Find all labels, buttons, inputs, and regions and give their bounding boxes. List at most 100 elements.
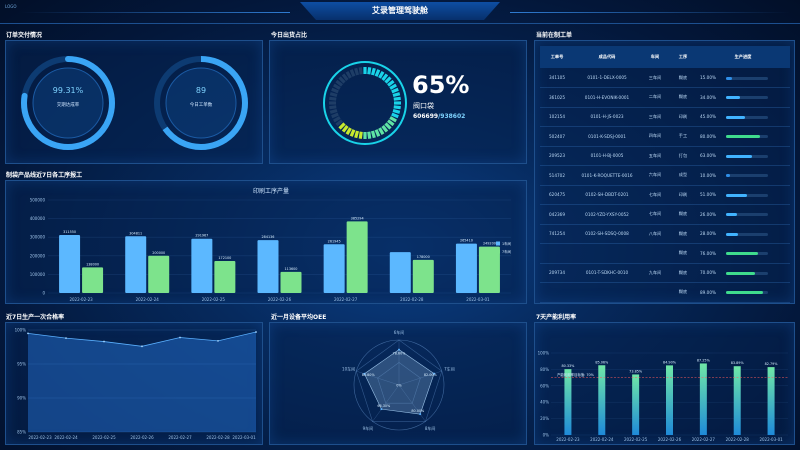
cell-proc: 糊底 bbox=[670, 204, 696, 225]
cell-shop: 七车间 bbox=[640, 185, 670, 205]
capacity-panel-title: 7天产能利用率 bbox=[536, 314, 577, 321]
gauge-tick bbox=[329, 92, 338, 98]
cell-code: 0102-SH-DBDT-0201 bbox=[574, 185, 640, 205]
cell-shop: 五车间 bbox=[640, 146, 670, 166]
cell-proc: 印刷 bbox=[670, 107, 696, 127]
table-row[interactable]: 361025 0101-H-EVONIK-0001 二车间 糊底 34.00% bbox=[540, 87, 790, 108]
header-line-left bbox=[20, 12, 290, 13]
capacity-value-label: 87.25% bbox=[697, 358, 711, 362]
table-row[interactable]: 209734 0101-T-SDKHC-0010 九车间 糊底 70.00% bbox=[540, 263, 790, 283]
bar-shop7 bbox=[82, 267, 104, 293]
progress-fill bbox=[726, 232, 738, 236]
cell-no: 620475 bbox=[540, 185, 574, 205]
table-row[interactable]: 糊底 76.00% bbox=[540, 243, 790, 264]
bar-value-label: 249200 bbox=[483, 242, 496, 246]
y-tick-label: 100% bbox=[15, 328, 27, 333]
shipment-panel: 65% 阀口袋 606699/938602 bbox=[269, 40, 527, 164]
gauge-tick bbox=[374, 69, 381, 77]
progress-fill bbox=[726, 291, 764, 295]
bar-value-label: 200000 bbox=[152, 251, 165, 255]
pass-rate-point bbox=[65, 337, 67, 340]
radar-axis-label: 6车间 bbox=[394, 329, 405, 335]
gauge-tick bbox=[370, 130, 376, 139]
progress-fill bbox=[726, 213, 737, 217]
radar-point bbox=[363, 372, 366, 375]
gauge-tick bbox=[335, 119, 343, 127]
gauge-tick bbox=[349, 129, 356, 137]
bar-shop1 bbox=[323, 244, 345, 293]
today-orders-value: 89 bbox=[195, 86, 207, 95]
cell-progress: 76.00% bbox=[696, 243, 790, 264]
y-tick-label: 100% bbox=[538, 351, 550, 356]
order-panel: 99.31% 交期达成率 89 今日工单数 bbox=[5, 40, 263, 164]
bar-shop7 bbox=[412, 259, 434, 293]
x-tick-label: 2022-02-25 bbox=[202, 297, 226, 302]
shipment-done: 606699 bbox=[413, 113, 439, 120]
col-header: 成品代码 bbox=[574, 46, 640, 68]
table-row[interactable]: 514702 0101-K-ROQUETTE-0016 六车间 成型 10.00% bbox=[540, 165, 790, 186]
bar-shop7 bbox=[214, 260, 236, 293]
progress-text: 15.00% bbox=[700, 75, 716, 80]
output-panel-title: 制袋产品线近7日各工序报工 bbox=[6, 172, 83, 179]
progress-bar bbox=[726, 174, 768, 178]
gauge-tick bbox=[381, 125, 389, 133]
col-header: 工序 bbox=[670, 46, 696, 68]
cell-shop bbox=[640, 243, 670, 264]
cell-progress: 28.00% bbox=[696, 224, 790, 244]
gauge-tick bbox=[392, 92, 401, 98]
progress-bar bbox=[726, 193, 768, 197]
cell-progress: 89.00% bbox=[696, 282, 790, 303]
gauge-tick bbox=[389, 116, 397, 123]
x-tick-label: 2022-03-01 bbox=[466, 297, 490, 302]
cell-progress: 45.00% bbox=[696, 107, 790, 127]
gauge-tick bbox=[331, 87, 339, 94]
cell-progress: 80.00% bbox=[696, 126, 790, 147]
table-row[interactable]: 糊底 89.00% bbox=[540, 282, 790, 303]
table-row[interactable]: 341105 0101-1-DELX-0005 三车间 糊底 15.00% bbox=[540, 68, 790, 88]
cell-shop: 六车间 bbox=[640, 165, 670, 186]
x-tick-label: 2022-02-27 bbox=[168, 435, 192, 440]
bar-shop1 bbox=[125, 236, 147, 293]
cell-no: 102154 bbox=[540, 107, 574, 127]
progress-fill bbox=[726, 76, 733, 80]
table-row[interactable]: 102154 0101-H-JS-0023 三车间 印刷 45.00% bbox=[540, 107, 790, 127]
gauge-tick bbox=[338, 122, 346, 130]
progress-text: 28.00% bbox=[700, 231, 716, 237]
gauge-tick bbox=[387, 119, 395, 127]
gauge-tick bbox=[354, 130, 360, 139]
bar-value-label: 138000 bbox=[86, 262, 99, 266]
progress-text: 80.00% bbox=[700, 133, 716, 139]
progress-fill bbox=[726, 96, 741, 100]
progress-bar bbox=[726, 115, 768, 119]
gauge-tick bbox=[329, 96, 337, 101]
gauge-tick bbox=[378, 71, 385, 79]
cell-code: 0101-H-JS-0023 bbox=[574, 107, 640, 127]
x-tick-label: 2022-03-01 bbox=[232, 435, 256, 440]
shipment-separator: / bbox=[438, 113, 441, 120]
capacity-value-label: 80.33% bbox=[561, 364, 575, 368]
y-tick-label: 90% bbox=[17, 396, 26, 401]
gauge-tick bbox=[393, 96, 401, 101]
cell-no: 209734 bbox=[540, 263, 574, 283]
gauge-tick bbox=[393, 105, 401, 110]
progress-bar bbox=[726, 252, 768, 256]
cell-code: 0101-1-DELX-0005 bbox=[574, 68, 640, 88]
x-tick-label: 2022-02-24 bbox=[54, 435, 78, 440]
oee-panel: 78.60% 6车间 82.00% 7车间 80.00% 8车间 66.30% 9车间 80.8… bbox=[269, 322, 527, 445]
progress-text: 34.00% bbox=[700, 94, 716, 100]
progress-bar bbox=[726, 76, 768, 80]
bar-value-label: 172100 bbox=[218, 256, 231, 260]
table-row[interactable]: 0107010101-H-DG-0037九车间成型 bbox=[540, 302, 790, 303]
gauge-tick bbox=[391, 112, 399, 119]
table-row[interactable]: 042369 0102-YZD-YXSY-0052 七车间 糊底 26.00% bbox=[540, 204, 790, 225]
table-row[interactable]: 620475 0102-SH-DBDT-0201 七车间 印刷 51.00% bbox=[540, 185, 790, 205]
table-row[interactable]: 741254 0102-SH-SDSQ-0008 八车间 糊底 28.00% bbox=[540, 224, 790, 244]
table-row[interactable]: 209523 0101-H-BJ-0005 五车间 打包 63.00% bbox=[540, 146, 790, 166]
x-tick-label: 2022-02-28 bbox=[206, 435, 230, 440]
table-row[interactable]: 502407 0101-K-SDSJ-0001 四车间 手工 80.00% bbox=[540, 126, 790, 147]
legend-label: 1车间 bbox=[502, 241, 512, 246]
col-header: 车间 bbox=[640, 46, 670, 68]
progress-bar bbox=[726, 271, 768, 275]
y-tick-label: 40% bbox=[540, 400, 549, 405]
oee-panel-title: 近一月设备平均OEE bbox=[271, 314, 327, 321]
